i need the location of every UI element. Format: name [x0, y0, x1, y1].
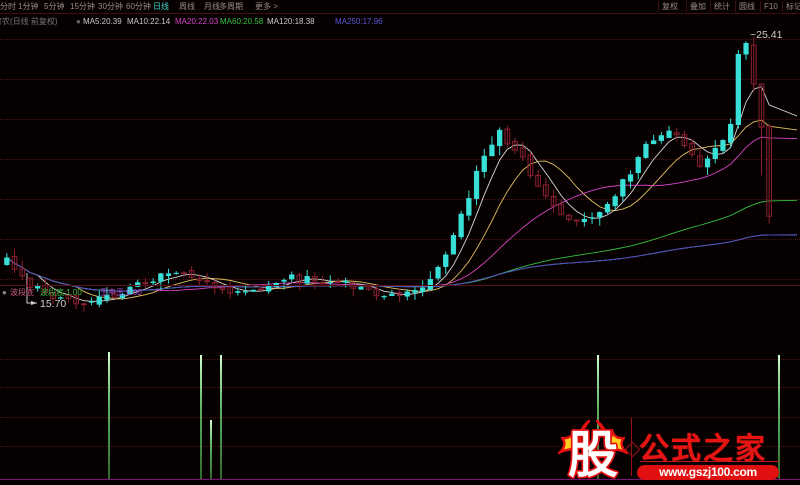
- svg-text:股: 股: [568, 427, 618, 480]
- svg-text:~25.41: ~25.41: [750, 30, 783, 41]
